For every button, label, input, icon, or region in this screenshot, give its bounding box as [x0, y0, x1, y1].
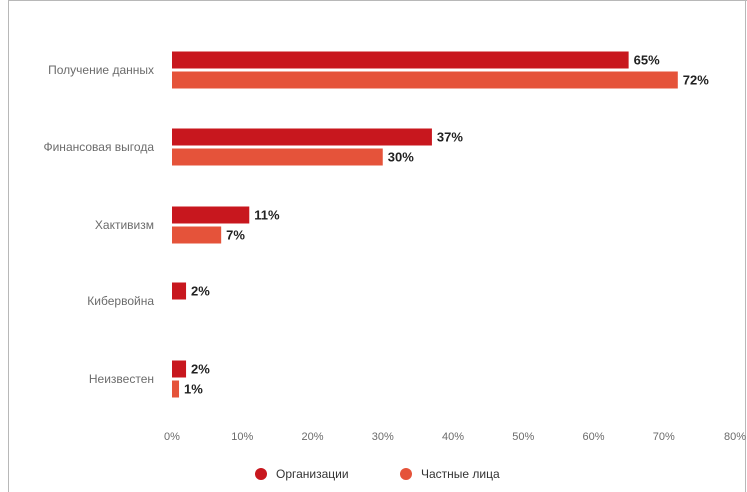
data-label: 1%: [184, 382, 203, 397]
chart-frame-right-border: [745, 0, 746, 492]
bar-organizations: [172, 128, 432, 146]
data-label: 72%: [683, 73, 709, 88]
bar-individuals: [172, 380, 180, 398]
category-labels: Получение данных Финансовая выгода Хактиви…: [43, 63, 154, 386]
legend-marker-individuals: [400, 468, 412, 480]
data-label: 65%: [634, 53, 660, 68]
bar-individuals: [172, 71, 678, 89]
x-tick-label: 30%: [372, 431, 394, 443]
bar-individuals: [172, 148, 383, 166]
data-label: 2%: [191, 284, 210, 299]
x-axis-tick-labels: 0% 10% 20% 30% 40% 50% 60% 70% 80%: [164, 431, 746, 443]
chart-frame-top-border: [8, 0, 747, 1]
category-label: Неизвестен: [89, 372, 154, 386]
data-label: 11%: [254, 208, 280, 223]
x-tick-label: 10%: [231, 431, 253, 443]
x-tick-label: 40%: [442, 431, 464, 443]
bar-organizations: [172, 360, 187, 378]
data-label: 37%: [437, 130, 463, 145]
bar-organizations: [172, 51, 629, 69]
data-label: 7%: [226, 228, 245, 243]
bar-organizations: [172, 206, 250, 224]
category-label: Получение данных: [48, 63, 154, 77]
x-tick-label: 0%: [164, 431, 180, 443]
x-tick-label: 50%: [512, 431, 534, 443]
x-tick-label: 80%: [724, 431, 746, 443]
value-labels: 65% 72% 37% 30% 11% 7% 2% 2% 1%: [184, 53, 709, 397]
legend-label: Организации: [276, 467, 349, 481]
category-label: Финансовая выгода: [43, 140, 154, 154]
data-label: 2%: [191, 362, 210, 377]
bar-individuals: [172, 226, 222, 244]
legend-label: Частные лица: [421, 467, 500, 481]
legend: Организации Частные лица: [255, 467, 500, 481]
legend-marker-organizations: [255, 468, 267, 480]
bars: [172, 51, 678, 398]
x-tick-label: 20%: [301, 431, 323, 443]
x-tick-label: 70%: [653, 431, 675, 443]
chart-frame-left-border: [8, 0, 9, 492]
category-label: Хактивизм: [95, 218, 154, 232]
x-tick-label: 60%: [582, 431, 604, 443]
data-label: 30%: [388, 150, 414, 165]
bar-organizations: [172, 282, 187, 300]
category-label: Кибервойна: [87, 294, 154, 308]
